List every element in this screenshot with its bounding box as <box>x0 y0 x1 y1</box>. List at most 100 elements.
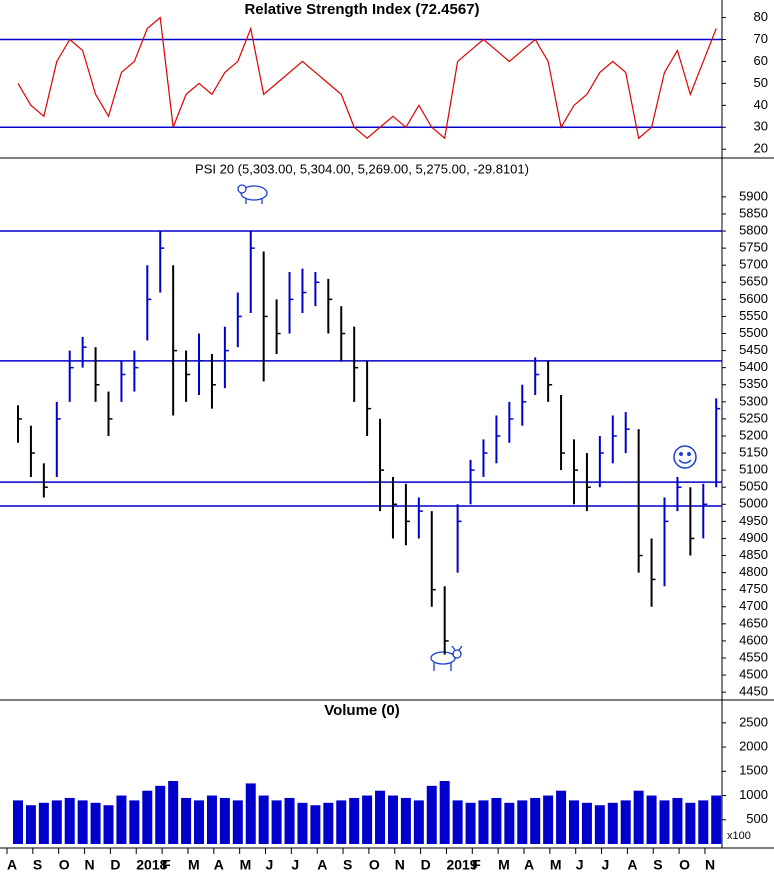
volume-bar <box>517 800 528 844</box>
volume-bar <box>194 800 205 844</box>
volume-bar <box>323 802 334 844</box>
y-tick-label: 5450 <box>739 342 768 357</box>
volume-bar <box>711 795 722 844</box>
y-tick-label: 4850 <box>739 547 768 562</box>
bear-icon <box>237 184 268 204</box>
x-tick-label: M <box>498 857 510 873</box>
y-tick-label: 5700 <box>739 257 768 272</box>
volume-bar <box>142 790 153 844</box>
volume-bar <box>556 790 567 844</box>
rsi-title: Relative Strength Index (72.4567) <box>244 1 479 18</box>
volume-bar <box>439 780 450 844</box>
y-tick-label: 5850 <box>739 205 768 220</box>
volume-bar <box>116 795 127 844</box>
y-tick-label: 70 <box>754 31 768 46</box>
y-tick-label: 5050 <box>739 479 768 494</box>
volume-bar <box>672 797 683 844</box>
volume-bar <box>387 795 398 844</box>
y-tick-label: 5100 <box>739 462 768 477</box>
x-tick-label: M <box>550 857 562 873</box>
x-tick-label: F <box>472 857 481 873</box>
volume-bar <box>25 805 36 844</box>
volume-bar <box>426 785 437 844</box>
volume-bar <box>129 800 140 844</box>
y-tick-label: 4750 <box>739 581 768 596</box>
x-tick-label: O <box>59 857 70 873</box>
y-tick-label: 5650 <box>739 274 768 289</box>
volume-bar <box>219 797 230 844</box>
x-tick-label: A <box>524 857 534 873</box>
x-tick-label: M <box>188 857 200 873</box>
y-tick-label: 30 <box>754 119 768 134</box>
x-tick-label: N <box>395 857 405 873</box>
volume-bar <box>698 800 709 844</box>
x-tick-label: N <box>85 857 95 873</box>
volume-bar <box>491 797 502 844</box>
x-tick-label: 2018 <box>136 857 167 873</box>
y-tick-label: 2000 <box>739 739 768 754</box>
volume-bar <box>168 780 179 844</box>
volume-bar <box>284 797 295 844</box>
x-tick-label: A <box>214 857 224 873</box>
y-tick-label: 5350 <box>739 376 768 391</box>
x-tick-label: S <box>343 857 352 873</box>
y-tick-label: 1500 <box>739 763 768 778</box>
y-tick-label: 5550 <box>739 308 768 323</box>
x-tick-label: J <box>576 857 584 873</box>
y-tick-label: 1000 <box>739 787 768 802</box>
volume-bar <box>90 802 101 844</box>
volume-bar <box>581 802 592 844</box>
volume-bar <box>413 800 424 844</box>
volume-bar <box>155 785 166 844</box>
y-tick-label: 4450 <box>739 684 768 699</box>
volume-bar <box>504 802 515 844</box>
volume-bar <box>245 783 256 844</box>
x-tick-label: A <box>627 857 637 873</box>
y-tick-label: 5400 <box>739 359 768 374</box>
volume-bar <box>543 795 554 844</box>
volume-bar <box>297 802 308 844</box>
y-tick-label: 80 <box>754 9 768 24</box>
volume-bar <box>568 800 579 844</box>
bull-icon <box>430 645 463 671</box>
volume-bar <box>38 802 49 844</box>
y-tick-label: 5900 <box>739 188 768 203</box>
x-tick-label: A <box>317 857 327 873</box>
x-tick-label: 2019 <box>446 857 477 873</box>
volume-bar <box>232 800 243 844</box>
volume-bar <box>51 800 62 844</box>
price-title: PSI 20 (5,303.00, 5,304.00, 5,269.00, 5,… <box>195 161 529 176</box>
y-tick-label: 5500 <box>739 325 768 340</box>
volume-bar <box>620 800 631 844</box>
volume-bar <box>13 800 23 844</box>
y-tick-label: 5150 <box>739 444 768 459</box>
y-tick-label: 4700 <box>739 598 768 613</box>
y-tick-label: 5250 <box>739 410 768 425</box>
volume-bar <box>103 805 114 844</box>
volume-bar <box>258 795 269 844</box>
volume-bar <box>607 802 618 844</box>
volume-bar <box>478 800 489 844</box>
volume-bar <box>375 790 386 844</box>
volume-bar <box>206 795 217 844</box>
volume-bar <box>349 797 360 844</box>
y-tick-label: 5300 <box>739 393 768 408</box>
y-tick-label: 4600 <box>739 632 768 647</box>
volume-bar <box>685 802 696 844</box>
y-tick-label: 4950 <box>739 513 768 528</box>
volume-bar <box>465 802 476 844</box>
volume-bar <box>633 790 644 844</box>
y-tick-label: 5750 <box>739 240 768 255</box>
x-tick-label: J <box>602 857 610 873</box>
y-tick-label: 20 <box>754 141 768 156</box>
volume-bar <box>181 797 192 844</box>
volume-bar <box>77 800 88 844</box>
x-tick-label: J <box>266 857 274 873</box>
volume-bar <box>594 805 605 844</box>
y-tick-label: 4550 <box>739 649 768 664</box>
y-tick-label: 5200 <box>739 427 768 442</box>
x-tick-label: N <box>705 857 715 873</box>
x-tick-label: M <box>240 857 252 873</box>
y-tick-label: 4800 <box>739 564 768 579</box>
